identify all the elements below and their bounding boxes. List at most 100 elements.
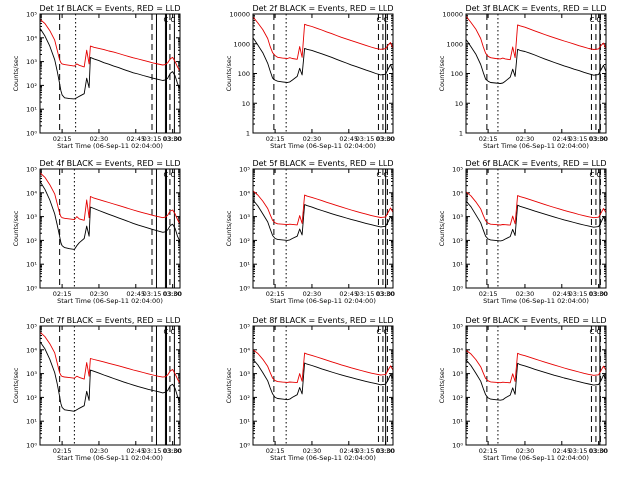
y-tick-label: 10² (239, 237, 250, 245)
x-tick-label: 02:15 (266, 135, 285, 143)
x-tick-label-extra: 03:15 (143, 290, 162, 298)
y-tick-label: 1 (246, 130, 250, 138)
x-tick-label: 02:45 (339, 135, 358, 143)
y-tick-label: 1000 (446, 40, 463, 48)
y-tick-label: 10⁵ (239, 323, 250, 331)
plot-frame (39, 168, 181, 289)
chart-title: Det 3f BLACK = Events, RED = LLD (465, 4, 606, 13)
x-tick-label-extra: 03:30 (589, 135, 608, 143)
y-tick-label: 10² (26, 394, 37, 402)
y-tick-label: 10¹ (239, 261, 250, 269)
x-tick-label-extra: 03:15 (356, 135, 375, 143)
x-axis-label: Start Time (06-Sep-11 02:04:00) (483, 142, 589, 150)
plot-area (40, 169, 180, 288)
plot-area (253, 14, 393, 133)
y-tick-label: 10⁴ (452, 189, 463, 197)
y-tick-label: 10⁵ (26, 166, 37, 174)
y-tick-label: 10³ (239, 213, 250, 221)
panel-det-2f: Det 2f BLACK = Events, RED = LLD 1 10 100 10… (225, 4, 395, 150)
y-tick-label: 10⁰ (26, 130, 37, 138)
series-lld-line (40, 172, 180, 225)
x-tick-label-extra: 03:15 (356, 290, 375, 298)
y-tick-label: 10000 (229, 11, 250, 19)
x-tick-label: 02:45 (552, 447, 571, 455)
y-tick-label: 100 (451, 70, 463, 78)
x-tick-label: 02:30 (90, 290, 109, 298)
x-tick-label: 02:45 (552, 135, 571, 143)
x-tick-label: 02:45 (126, 135, 145, 143)
legend-glyph: C (384, 171, 389, 179)
x-tick-label-extra: 03:15 (569, 447, 588, 455)
chart-title: Det 8f BLACK = Events, RED = LLD (252, 316, 393, 325)
panel-det-7f: Det 7f BLACK = Events, RED = LLD 10⁰ 10¹ 10… (12, 316, 182, 462)
y-tick-label: 10⁴ (239, 189, 250, 197)
x-tick-label: 02:30 (303, 447, 322, 455)
chart-title: Det 6f BLACK = Events, RED = LLD (465, 159, 606, 168)
x-tick-label: 03:00 (163, 290, 182, 298)
series-lld-line (253, 190, 393, 226)
series-events-line (466, 200, 606, 242)
series-lld-line (40, 331, 180, 384)
legend-glyph: C (164, 16, 169, 24)
x-tick-label: 02:30 (516, 447, 535, 455)
y-tick-label: 10⁴ (26, 34, 37, 42)
x-tick-label: 02:15 (53, 290, 72, 298)
x-tick-label: 03:00 (376, 447, 395, 455)
y-tick-label: 10⁵ (452, 323, 463, 331)
legend-glyph: C (164, 328, 169, 336)
x-tick-label: 03:00 (376, 135, 395, 143)
y-axis-label: Counts/sec (12, 55, 20, 91)
y-tick-label: 10 (242, 100, 250, 108)
plot-area (466, 169, 606, 288)
y-tick-label: 10¹ (26, 106, 37, 114)
y-axis-label: Counts/sec (225, 210, 233, 246)
x-tick-label-extra: 03:15 (143, 447, 162, 455)
plot-area (253, 169, 393, 288)
plot-area (253, 326, 393, 445)
panel-det-5f: Det 5f BLACK = Events, RED = LLD 10⁰ 10¹ 10… (225, 159, 395, 305)
x-tick-label: 03:00 (589, 290, 608, 298)
legend-glyph: C (590, 171, 595, 179)
y-tick-label: 10¹ (26, 261, 37, 269)
legend-glyph: C (597, 171, 602, 179)
x-tick-label-extra: 03:15 (569, 135, 588, 143)
plot-frame (39, 13, 181, 134)
x-axis-label: Start Time (06-Sep-11 02:04:00) (270, 454, 376, 462)
y-tick-label: 10 (455, 100, 463, 108)
x-tick-label-extra: 03:30 (376, 135, 395, 143)
series-events-line (466, 39, 606, 84)
y-tick-label: 10² (26, 237, 37, 245)
x-tick-label: 02:15 (53, 135, 72, 143)
chart-title: Det 1f BLACK = Events, RED = LLD (39, 4, 180, 13)
y-tick-label: 10³ (26, 213, 37, 221)
x-tick-label-extra: 03:30 (163, 447, 182, 455)
x-tick-label: 03:00 (163, 135, 182, 143)
legend-glyph: C (384, 16, 389, 24)
x-tick-label: 02:15 (266, 447, 285, 455)
y-tick-label: 10³ (452, 213, 463, 221)
y-tick-label: 10⁰ (452, 285, 463, 293)
y-tick-label: 10⁵ (239, 166, 250, 174)
legend-glyph: C (590, 16, 595, 24)
y-tick-label: 10000 (442, 11, 463, 19)
x-tick-label-extra: 03:15 (143, 135, 162, 143)
panel-det-4f: Det 4f BLACK = Events, RED = LLD 10⁰ 10¹ 10… (12, 159, 182, 305)
y-tick-label: 10² (452, 237, 463, 245)
x-tick-label-extra: 03:30 (376, 290, 395, 298)
legend-glyph: C (597, 328, 602, 336)
legend-glyph: C (597, 16, 602, 24)
legend-glyph: C (377, 16, 382, 24)
y-tick-label: 10⁰ (239, 285, 250, 293)
x-tick-label-extra: 03:30 (589, 447, 608, 455)
x-tick-label: 03:00 (589, 135, 608, 143)
y-tick-label: 10³ (26, 58, 37, 66)
series-events-line (253, 359, 393, 401)
legend-glyph: C (171, 171, 176, 179)
y-tick-label: 10⁰ (239, 442, 250, 450)
legend-glyph: C (384, 328, 389, 336)
series-events-line (40, 181, 180, 250)
series-lld-line (253, 16, 393, 60)
legend-glyph: C (164, 171, 169, 179)
plot-frame (465, 168, 607, 289)
series-events-line (40, 28, 180, 100)
